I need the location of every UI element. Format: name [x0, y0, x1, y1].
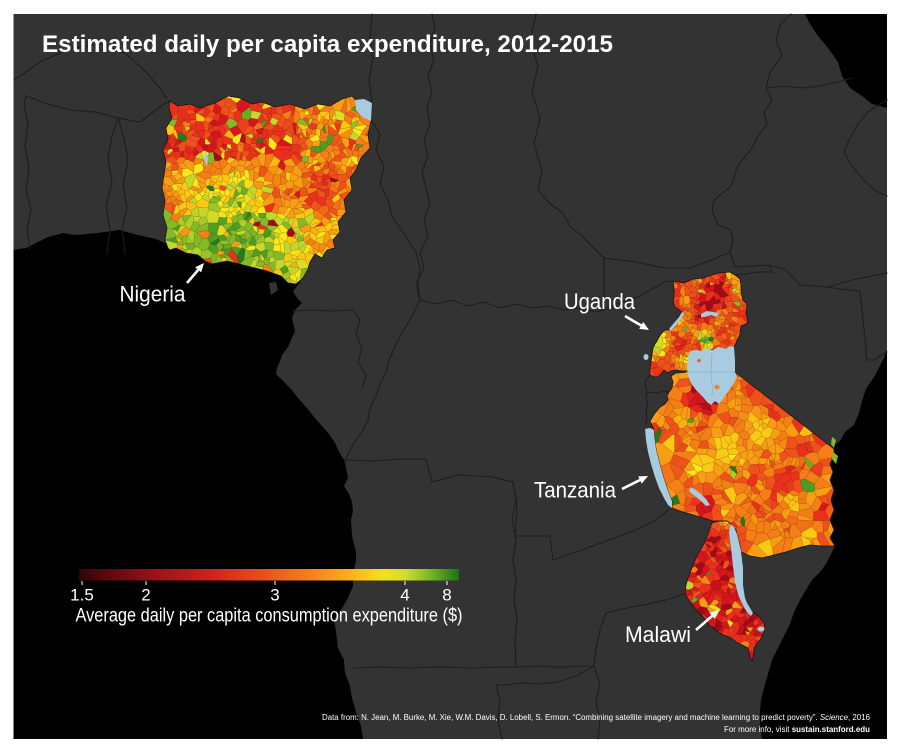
- svg-text:8: 8: [442, 586, 451, 605]
- svg-text:2: 2: [141, 586, 150, 605]
- svg-text:For more info, visit sustain.s: For more info, visit sustain.stanford.ed…: [724, 725, 870, 734]
- svg-text:3: 3: [270, 586, 279, 605]
- svg-text:4: 4: [400, 586, 409, 605]
- svg-text:Malawi: Malawi: [625, 622, 691, 647]
- svg-text:Estimated daily per capita exp: Estimated daily per capita expenditure, …: [42, 31, 613, 58]
- svg-text:Average daily per capita consu: Average daily per capita consumption exp…: [76, 606, 463, 627]
- svg-text:1.5: 1.5: [70, 586, 94, 605]
- svg-text:Tanzania: Tanzania: [534, 478, 616, 503]
- svg-text:Data from: N. Jean, M. Burke,: Data from: N. Jean, M. Burke, M. Xie, W.…: [322, 713, 871, 722]
- svg-text:Nigeria: Nigeria: [120, 282, 186, 307]
- svg-text:Uganda: Uganda: [564, 289, 635, 314]
